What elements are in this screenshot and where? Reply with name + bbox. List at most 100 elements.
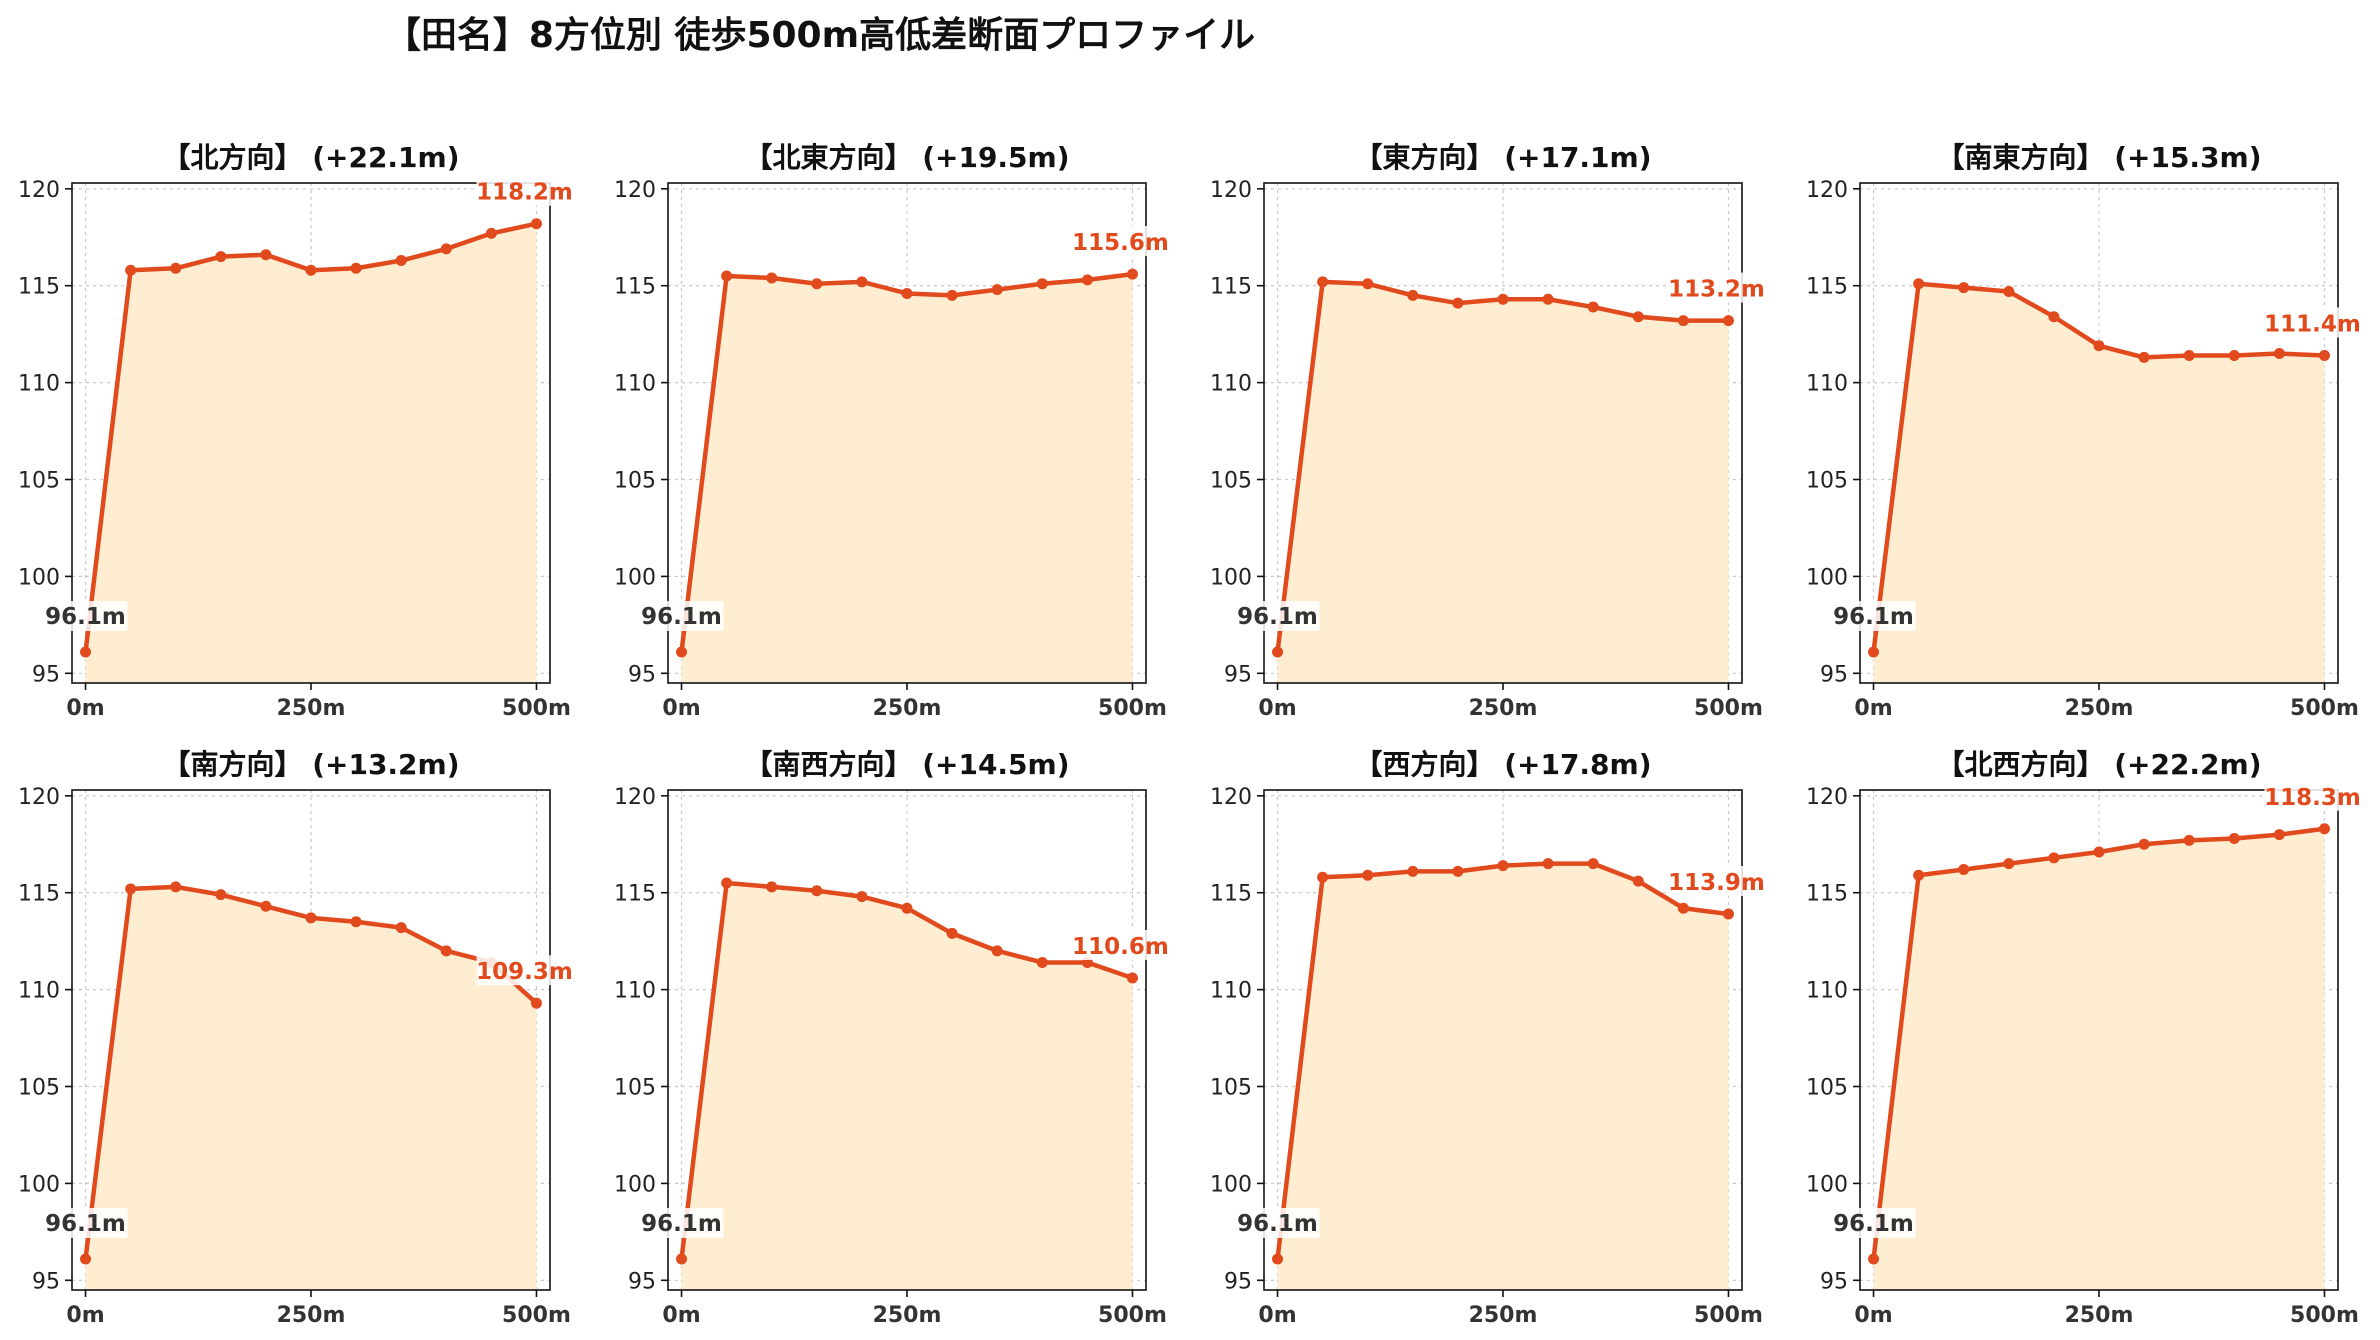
elevation-point: [856, 276, 868, 288]
elevation-point: [676, 646, 688, 658]
end-elevation-label: 113.9m: [1668, 870, 1765, 896]
end-label-box: [476, 175, 573, 206]
elevation-point: [1452, 865, 1464, 877]
y-tick-label: 95: [32, 662, 60, 687]
x-tick-label: 0m: [1258, 696, 1296, 721]
elevation-point: [1272, 646, 1284, 658]
elevation-point: [125, 264, 137, 276]
elevation-point: [811, 885, 823, 897]
y-tick-label: 95: [1224, 1269, 1252, 1294]
end-label-box: [1072, 929, 1169, 960]
elevation-point: [530, 218, 542, 230]
elevation-point: [1868, 646, 1880, 658]
elevation-panel: 【南西方向】 (+14.5m) 95 100 105 110 115 120 0m 250m 50…: [614, 748, 1169, 1328]
elevation-point: [991, 284, 1003, 296]
y-tick-label: 120: [1210, 785, 1252, 810]
elevation-point: [1452, 297, 1464, 309]
end-elevation-label: 115.6m: [1072, 230, 1169, 256]
elevation-point: [1497, 860, 1509, 872]
elevation-point: [80, 646, 92, 658]
elevation-point: [2138, 351, 2150, 363]
x-tick-label: 0m: [1854, 1303, 1892, 1328]
elevation-point: [530, 997, 542, 1009]
end-elevation-label: 113.2m: [1668, 277, 1765, 303]
elevation-point: [260, 900, 272, 912]
elevation-point: [1958, 863, 1970, 875]
y-tick-label: 110: [614, 372, 656, 397]
x-tick-label: 250m: [277, 1303, 346, 1328]
x-tick-label: 250m: [873, 1303, 942, 1328]
elevation-point: [440, 243, 452, 255]
elevation-point: [2183, 349, 2195, 361]
elevation-point: [1036, 278, 1048, 290]
elevation-point: [1913, 278, 1925, 290]
x-tick-label: 0m: [66, 1303, 104, 1328]
start-label-box: [643, 600, 724, 631]
elevation-area: [681, 274, 1133, 683]
elevation-point: [2048, 311, 2060, 323]
start-label-box: [643, 1207, 724, 1238]
elevation-point: [1272, 1253, 1284, 1265]
elevation-point: [1362, 278, 1374, 290]
elevation-point: [2273, 348, 2285, 360]
elevation-point: [1722, 315, 1734, 327]
y-tick-label: 100: [1806, 565, 1848, 590]
y-tick-label: 105: [1210, 1076, 1252, 1101]
elevation-panel: 【北東方向】 (+19.5m) 95 100 105 110 115 120 0m 250m 50…: [614, 141, 1169, 721]
elevation-point: [901, 902, 913, 914]
elevation-point: [1632, 875, 1644, 887]
elevation-point: [766, 881, 778, 893]
figure-title: 【田名】8方位別 徒歩500m高低差断面プロファイル: [384, 15, 1256, 56]
y-tick-label: 120: [1210, 178, 1252, 203]
start-label-box: [47, 600, 128, 631]
y-tick-label: 105: [18, 469, 60, 494]
end-elevation-label: 118.3m: [2264, 785, 2361, 811]
elevation-panel: 【南方向】 (+13.2m) 95 100 105 110 115 120 0m 250m 500…: [18, 748, 573, 1328]
elevation-point: [305, 912, 317, 924]
elevation-area: [85, 223, 537, 683]
end-label-box: [2264, 780, 2361, 811]
elevation-point: [2318, 823, 2330, 835]
elevation-point: [721, 877, 733, 889]
elevation-point: [2228, 832, 2240, 844]
elevation-point: [1362, 869, 1374, 881]
elevation-point: [1677, 315, 1689, 327]
elevation-point: [1407, 865, 1419, 877]
y-tick-label: 100: [1210, 565, 1252, 590]
elevation-point: [215, 251, 227, 263]
x-tick-label: 0m: [1854, 696, 1892, 721]
y-tick-label: 100: [18, 565, 60, 590]
x-tick-label: 500m: [1694, 696, 1763, 721]
start-elevation-label: 96.1m: [1833, 1211, 1914, 1237]
y-tick-label: 105: [614, 469, 656, 494]
elevation-point: [485, 227, 497, 239]
y-tick-label: 110: [1210, 979, 1252, 1004]
elevation-point: [766, 272, 778, 284]
elevation-point: [1542, 858, 1554, 870]
elevation-point: [676, 1253, 688, 1265]
elevation-point: [2228, 349, 2240, 361]
y-tick-label: 95: [1820, 662, 1848, 687]
start-elevation-label: 96.1m: [45, 604, 126, 630]
y-tick-label: 120: [614, 178, 656, 203]
elevation-panel: 【西方向】 (+17.8m) 95 100 105 110 115 120 0m 250m 500…: [1210, 748, 1765, 1328]
elevation-area: [681, 883, 1133, 1290]
elevation-point: [1587, 858, 1599, 870]
elevation-point: [215, 889, 227, 901]
y-tick-label: 120: [614, 785, 656, 810]
y-tick-label: 100: [1210, 1172, 1252, 1197]
y-tick-label: 120: [1806, 785, 1848, 810]
elevation-point: [2273, 829, 2285, 841]
elevation-point: [1913, 869, 1925, 881]
elevation-point: [1587, 301, 1599, 313]
y-tick-label: 115: [18, 275, 60, 300]
x-tick-label: 500m: [1098, 1303, 1167, 1328]
elevation-point: [2093, 846, 2105, 858]
start-elevation-label: 96.1m: [1237, 1211, 1318, 1237]
y-tick-label: 105: [614, 1076, 656, 1101]
start-label-box: [1239, 600, 1320, 631]
panel-title: 【東方向】 (+17.1m): [1354, 141, 1651, 174]
y-tick-label: 100: [1806, 1172, 1848, 1197]
end-label-box: [1668, 272, 1765, 303]
